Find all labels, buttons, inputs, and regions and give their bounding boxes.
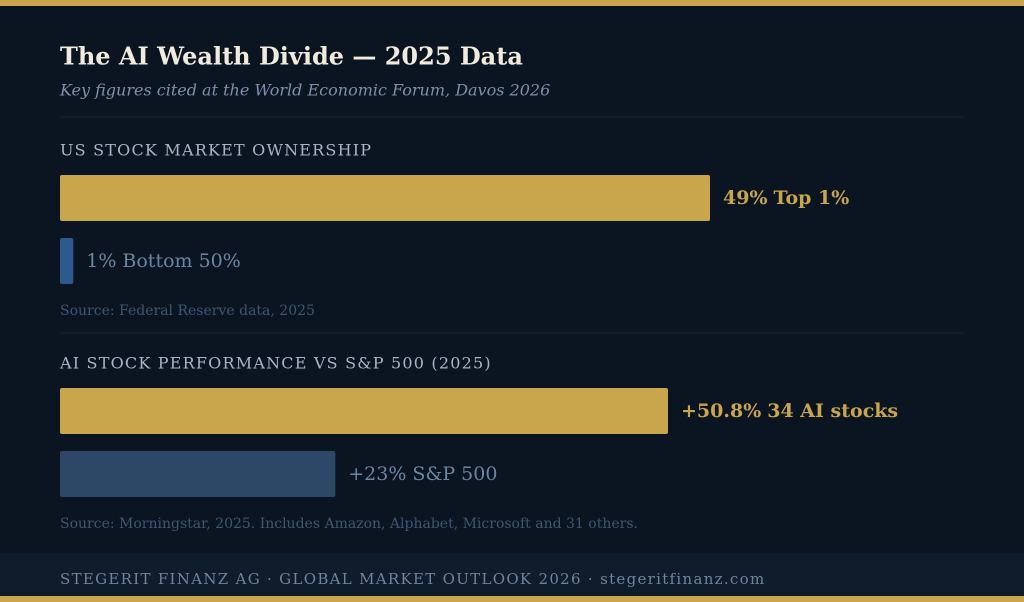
footer: STEGERIT FINANZ AG · GLOBAL MARKET OUTLO… — [60, 570, 766, 588]
bar — [60, 451, 336, 497]
value-label: 1% — [86, 250, 116, 272]
title: The AI Wealth Divide — 2025 Data — [60, 42, 523, 71]
bar-label: 49% Top 1% — [723, 187, 849, 209]
bar — [60, 175, 710, 221]
top-border — [0, 0, 1024, 6]
section-title: AI STOCK PERFORMANCE VS S&P 500 (2025) — [59, 354, 492, 373]
value-label: 49% — [723, 187, 768, 209]
bar — [60, 388, 668, 434]
bar-label: 1% Bottom 50% — [86, 250, 241, 272]
bar-label: +50.8% 34 AI stocks — [681, 400, 898, 422]
subtitle: Key figures cited at the World Economic … — [59, 81, 550, 100]
source: Source: Morningstar, 2025. Includes Amaz… — [60, 516, 638, 532]
value-label: +50.8% — [681, 400, 761, 422]
bottom-border — [0, 596, 1024, 602]
category-label: Bottom 50% — [122, 250, 240, 272]
source: Source: Federal Reserve data, 2025 — [60, 303, 315, 319]
category-label: 34 AI stocks — [767, 400, 898, 422]
category-label: Top 1% — [774, 187, 850, 209]
section-title: US STOCK MARKET OWNERSHIP — [60, 141, 372, 160]
value-label: +23% — [348, 463, 406, 485]
footer-band — [0, 553, 1024, 596]
bar-label: +23% S&P 500 — [348, 463, 497, 485]
category-label: S&P 500 — [412, 463, 497, 485]
bar — [60, 238, 74, 284]
